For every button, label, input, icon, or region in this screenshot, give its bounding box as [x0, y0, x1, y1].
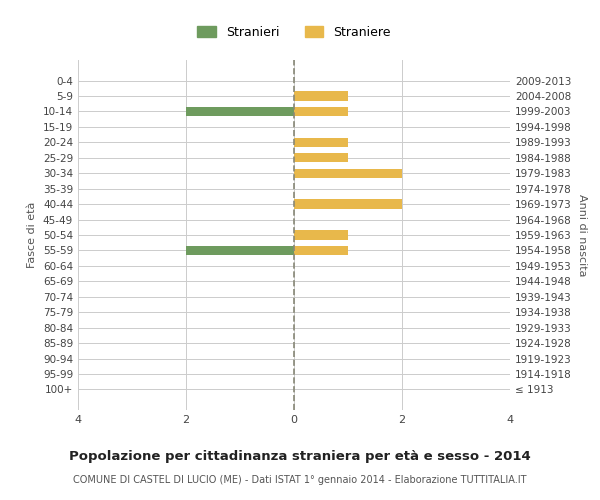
Text: Popolazione per cittadinanza straniera per età e sesso - 2014: Popolazione per cittadinanza straniera p… [69, 450, 531, 463]
Bar [186, 246, 294, 255]
Bar [294, 168, 402, 178]
Bar [294, 107, 348, 116]
Bar [294, 138, 348, 147]
Y-axis label: Anni di nascita: Anni di nascita [577, 194, 587, 276]
Bar [186, 107, 294, 116]
Bar [294, 246, 348, 255]
Text: COMUNE DI CASTEL DI LUCIO (ME) - Dati ISTAT 1° gennaio 2014 - Elaborazione TUTTI: COMUNE DI CASTEL DI LUCIO (ME) - Dati IS… [73, 475, 527, 485]
Bar [294, 230, 348, 239]
Legend: Stranieri, Straniere: Stranieri, Straniere [192, 20, 396, 44]
Bar [294, 92, 348, 100]
Y-axis label: Fasce di età: Fasce di età [28, 202, 37, 268]
Bar [294, 200, 402, 208]
Bar [294, 153, 348, 162]
